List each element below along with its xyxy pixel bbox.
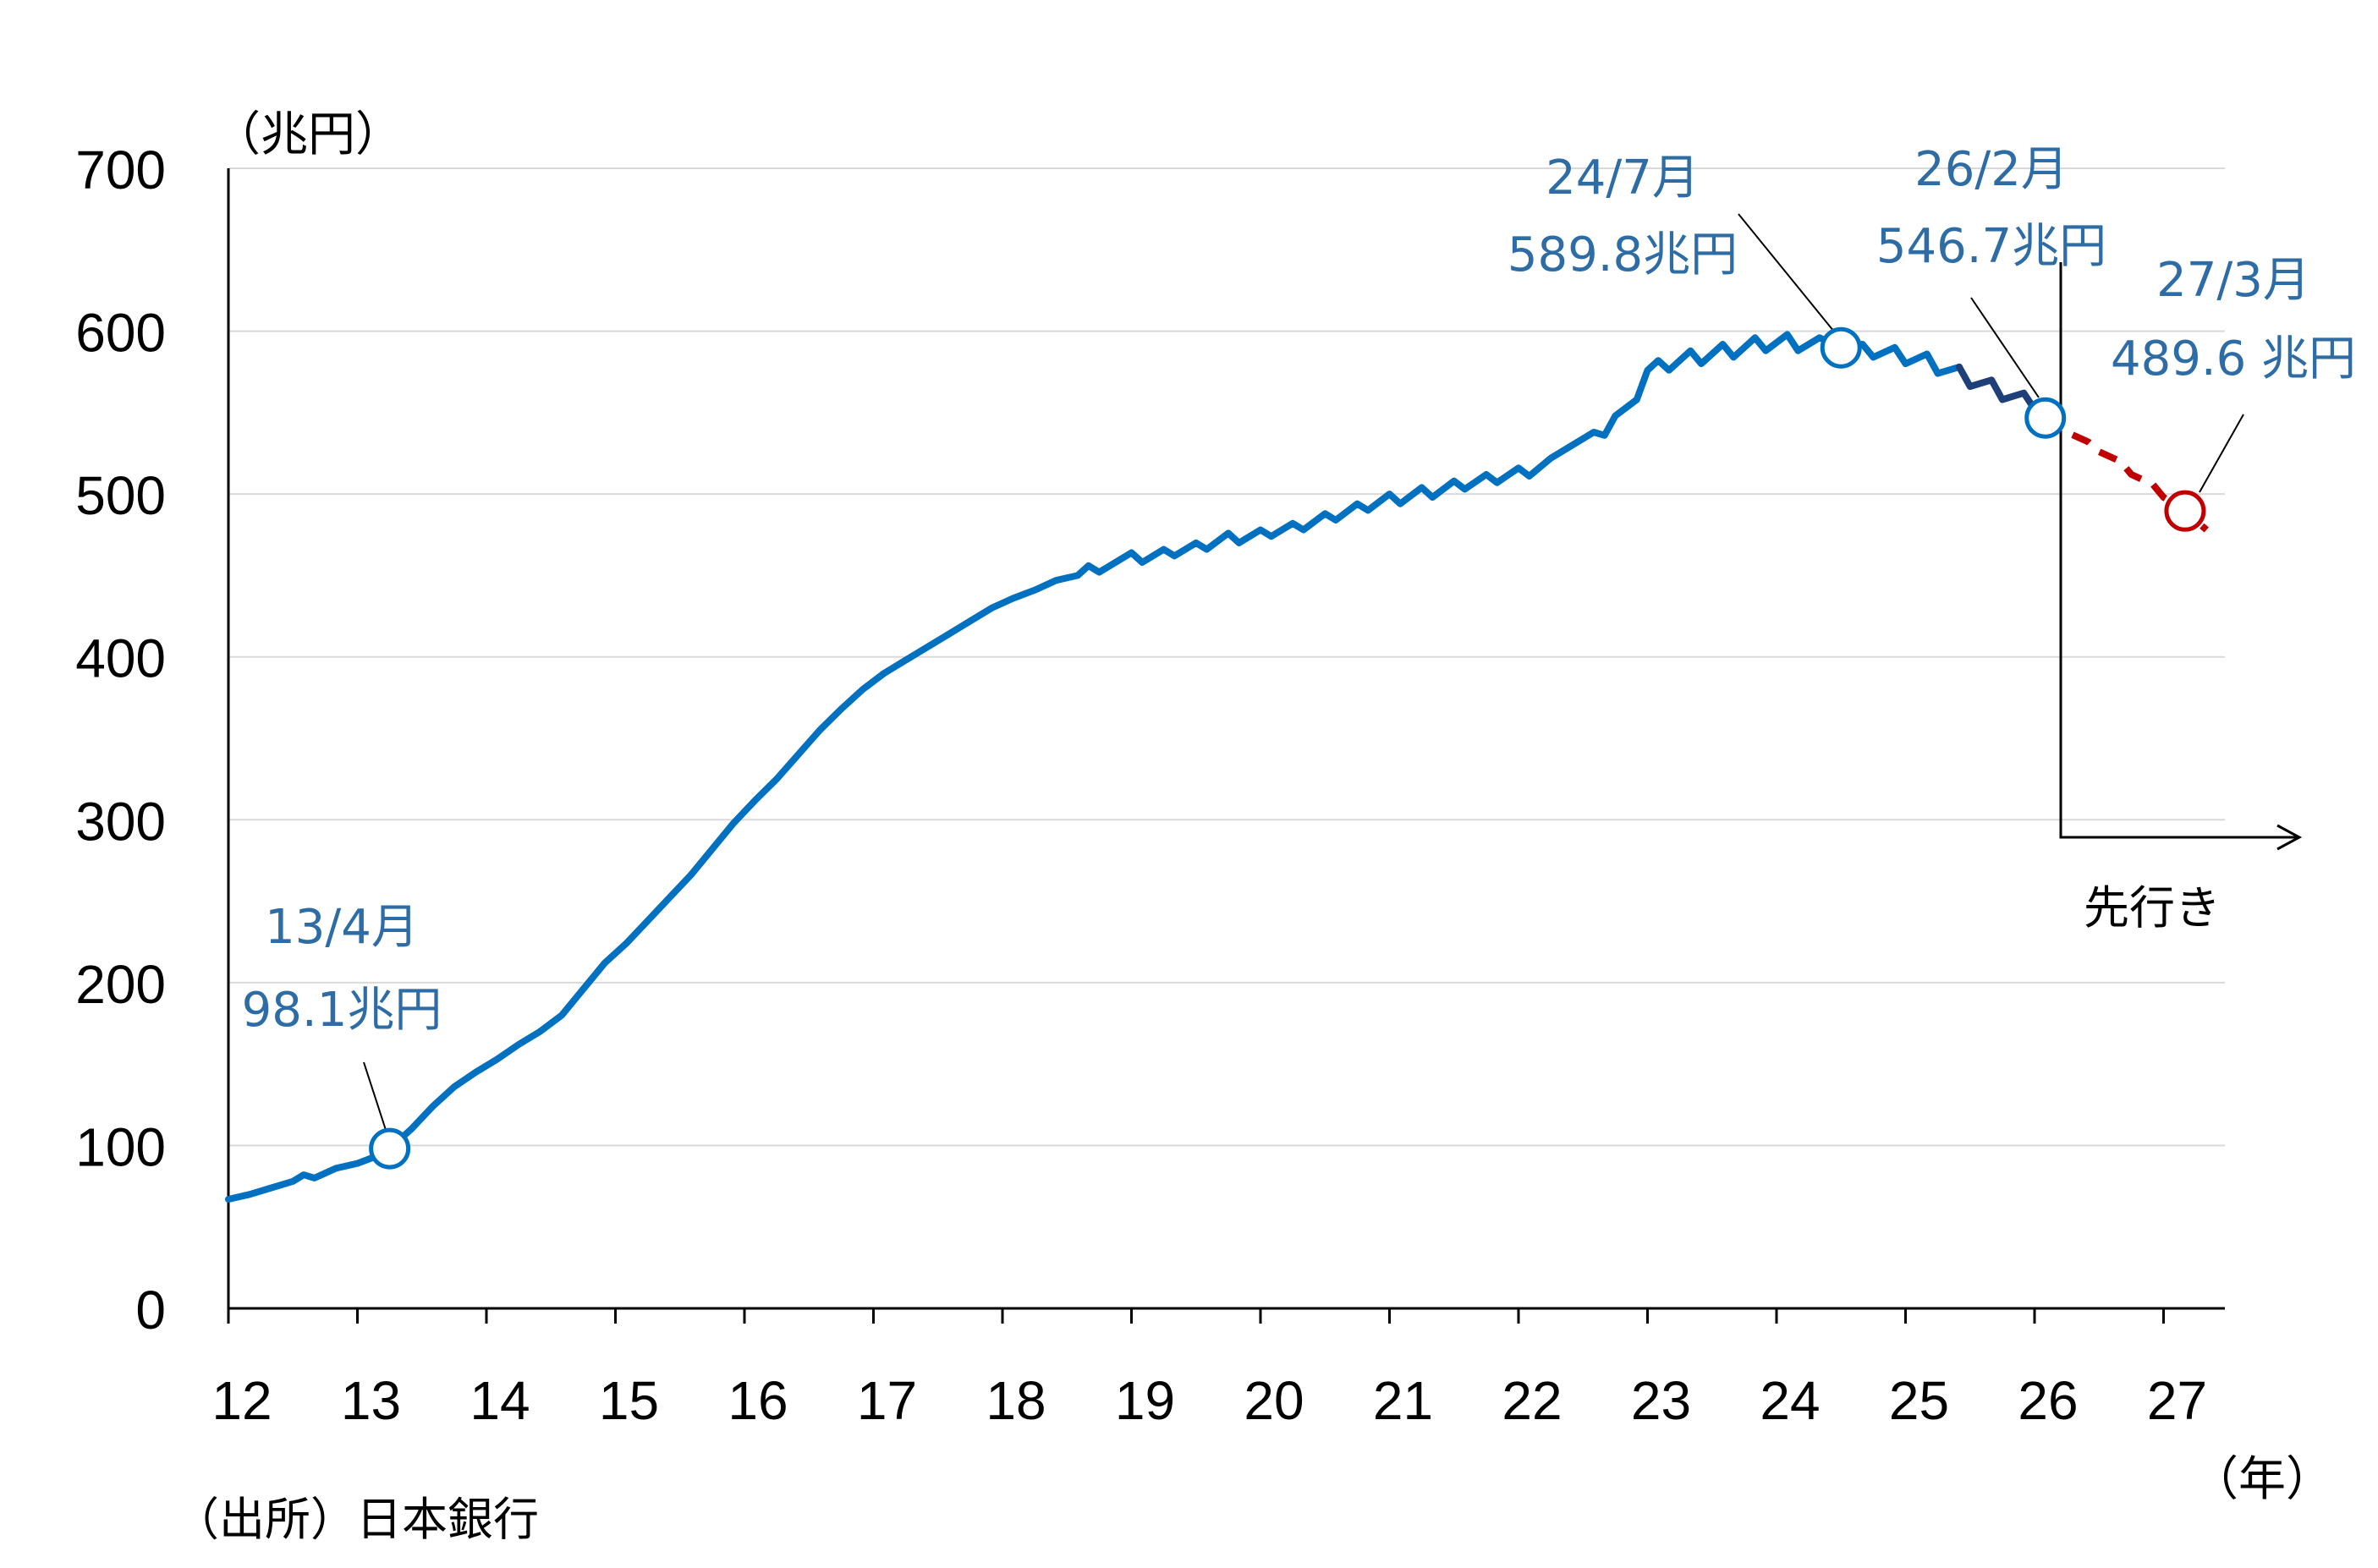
y-tick-label: 200: [75, 954, 166, 1015]
x-tick-label: 14: [470, 1370, 530, 1431]
y-tick-label: 500: [75, 465, 166, 526]
x-tick-label: 12: [211, 1370, 272, 1431]
actual-series-line: [225, 331, 1963, 1203]
annotation-date-label: 27/3月: [2156, 253, 2310, 308]
x-tick-label: 17: [857, 1370, 917, 1431]
x-tick-label: 27: [2147, 1370, 2207, 1431]
y-tick-label: 300: [75, 791, 166, 852]
x-tick-label: 24: [1760, 1370, 1820, 1431]
annotation-leader-line: [1970, 297, 2040, 398]
annotation-marker: [1820, 326, 1862, 369]
forecast-label: 先行き: [2084, 881, 2221, 935]
forecast-bracket-line: [2059, 262, 2297, 839]
y-tick-label: 0: [135, 1280, 166, 1340]
annotation-date-label: 24/7月: [1546, 151, 1700, 206]
axes: [227, 168, 2225, 1310]
forecast-indicator: 先行き: [2059, 262, 2303, 935]
y-tick-label: 600: [75, 303, 166, 364]
annotation-marker: [369, 1127, 411, 1170]
x-tick-label: 15: [599, 1370, 659, 1431]
forecast-arrow-head: [2276, 824, 2303, 851]
annotation-value-label: 489.6 兆円: [2111, 332, 2356, 387]
x-tick-label: 13: [341, 1370, 401, 1431]
annotations: 13/4月 98.1兆円 24/7月 589.8兆円 26/2月 546.7兆円 27/3月…: [242, 142, 2356, 1170]
x-tick-label: 16: [728, 1370, 788, 1431]
gridlines: [228, 167, 2225, 1147]
x-tick-labels: 12 13 14 15 16 17 18 19 20 21 22 23 24 25 26 27: [211, 1308, 2207, 1431]
annotation-value-label: 98.1兆円: [242, 983, 442, 1038]
annotation-leader-line: [1738, 213, 1835, 332]
x-axis-unit-label: （年）: [2191, 1452, 2333, 1507]
annotation-value-label: 589.8兆円: [1508, 228, 1738, 282]
annotation-leader-line: [2199, 414, 2244, 493]
x-tick-label: 23: [1631, 1370, 1691, 1431]
source-note: （出所）日本銀行: [173, 1493, 539, 1546]
y-tick-label: 400: [75, 628, 166, 689]
y-tick-label: 700: [75, 140, 166, 200]
annotation-leader-line: [363, 1061, 387, 1131]
x-tick-label: 25: [1889, 1370, 1949, 1431]
y-tick-label: 100: [75, 1116, 166, 1177]
annotation-marker: [2024, 397, 2067, 439]
y-tick-labels: 0 100 200 300 400 500 600 700: [75, 140, 166, 1340]
annotation-date-label: 26/2月: [1914, 142, 2068, 197]
x-tick-label: 20: [1244, 1370, 1304, 1431]
x-tick-label: 26: [2018, 1370, 2078, 1431]
annotation-value-label: 546.7兆円: [1876, 219, 2106, 274]
x-tick-label: 22: [1502, 1370, 1562, 1431]
x-tick-label: 21: [1373, 1370, 1433, 1431]
x-tick-label: 18: [986, 1370, 1046, 1431]
x-tick-label: 19: [1115, 1370, 1175, 1431]
series: [225, 331, 2209, 1203]
annotation-marker: [2164, 490, 2206, 532]
annotation-date-label: 13/4月: [265, 900, 419, 955]
forecast-series-line: [2043, 414, 2209, 533]
y-axis-unit-label: （兆円）: [213, 107, 403, 162]
